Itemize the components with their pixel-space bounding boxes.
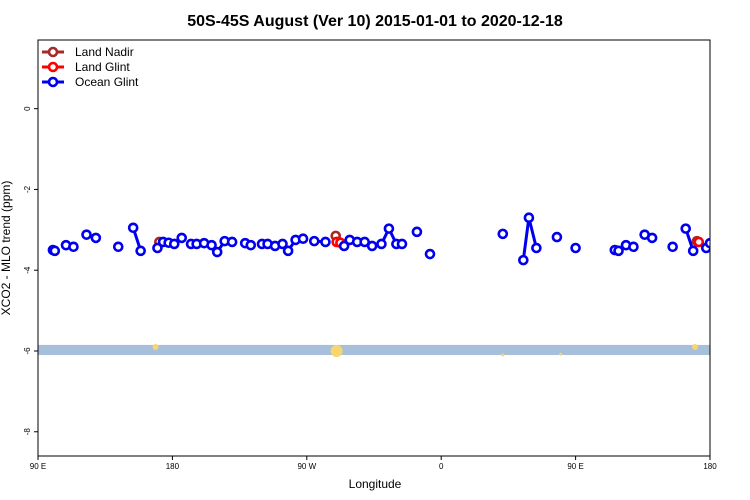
band-marker-1 (330, 344, 343, 357)
data-point-2-9-1 (320, 236, 331, 248)
band-marker-3 (501, 353, 505, 357)
data-point-2-12-0 (424, 248, 436, 260)
data-point-2-1-1 (68, 241, 79, 253)
data-point-2-10-4 (366, 240, 378, 252)
legend-swatch-marker (47, 46, 59, 58)
data-point-2-14-0 (518, 254, 529, 266)
x-tick-label-3: 0 (439, 462, 444, 471)
data-point-2-14-2 (531, 242, 542, 254)
data-point-2-22-1 (704, 237, 710, 249)
band-marker-4 (692, 343, 699, 350)
data-point-2-13-0 (497, 228, 509, 240)
x-tick-label-4: 90 E (567, 462, 583, 471)
data-point-2-6-3 (206, 239, 217, 251)
data-point-2-19-1 (646, 232, 658, 244)
data-point-2-22-3 (723, 235, 731, 243)
band-layer (38, 343, 710, 357)
x-axis: 90 E 180 90 W 0 90 E 180 (30, 456, 717, 471)
data-point-2-2-0 (81, 229, 92, 240)
legend-item-land-nadir: Land Nadir (42, 45, 134, 59)
data-point-2-0-1 (49, 245, 61, 257)
series-land-glint (331, 236, 705, 249)
data-point-2-10-8 (396, 238, 408, 250)
legend-swatch-marker (47, 61, 59, 73)
series-ocean-glint (47, 212, 731, 266)
legend-label: Land Nadir (75, 45, 134, 59)
data-point-2-7-1 (245, 239, 257, 251)
data-point-2-5-3 (168, 238, 180, 250)
data-point-2-9-0 (308, 235, 320, 247)
band-marker-0 (152, 343, 159, 350)
data-point-2-5-4 (176, 232, 188, 244)
x-tick-label-5: 180 (703, 462, 717, 471)
y-tick-label-4: -8 (23, 428, 32, 436)
data-point-2-21-1 (687, 245, 699, 257)
series-land-nadir (154, 230, 703, 248)
band-marker-2 (559, 352, 563, 356)
series-layer (47, 212, 731, 266)
data-point-1-1-0 (693, 236, 705, 248)
data-point-2-17-1 (613, 245, 624, 257)
data-point-2-20-0 (667, 241, 678, 253)
data-point-2-8-4 (282, 245, 294, 257)
x-axis-label: Longitude (349, 477, 402, 491)
y-tick-label-2: -4 (23, 266, 32, 274)
plot-frame (37, 39, 711, 457)
legend-swatch-marker (47, 76, 59, 88)
legend-item-ocean-glint: Ocean Glint (42, 75, 139, 89)
x-tick-label-1: 180 (166, 462, 180, 471)
data-point-2-15-0 (551, 231, 563, 243)
data-point-2-6-4 (211, 246, 223, 258)
series-line-2-14 (521, 217, 538, 261)
legend-label: Land Glint (75, 60, 130, 74)
data-point-2-22-2 (713, 240, 721, 248)
data-point-2-14-1 (523, 212, 535, 224)
data-point-2-8-3 (277, 238, 288, 250)
y-axis: 0 -2 -4 -6 -8 (23, 106, 38, 435)
data-point-2-10-5 (376, 238, 387, 250)
data-point-2-4-1 (135, 245, 146, 257)
data-point-2-18-1 (628, 241, 639, 253)
data-point-2-21-0 (680, 223, 692, 234)
y-tick-label-3: -6 (23, 347, 32, 355)
chart-title: 50S-45S August (Ver 10) 2015-01-01 to 20… (187, 13, 563, 30)
data-point-2-11-0 (411, 226, 423, 238)
data-point-2-10-6 (383, 223, 395, 234)
data-point-2-5-0 (152, 242, 163, 254)
x-tick-label-2: 90 W (297, 462, 316, 471)
y-axis-label: XCO2 - MLO trend (ppm) (0, 181, 13, 316)
data-point-2-6-6 (226, 236, 238, 248)
data-band (38, 344, 710, 356)
data-point-2-2-1 (90, 232, 102, 244)
data-point-2-10-0 (338, 240, 350, 252)
legend-label: Ocean Glint (75, 75, 139, 89)
data-point-2-4-0 (127, 222, 139, 234)
y-tick-label-1: -2 (23, 185, 32, 193)
legend-item-land-glint: Land Glint (42, 60, 130, 74)
y-tick-label-0: 0 (23, 106, 32, 111)
data-point-2-3-0 (112, 241, 124, 253)
data-point-2-10-3 (359, 236, 370, 248)
x-tick-label-0: 90 E (30, 462, 46, 471)
data-point-2-8-6 (297, 233, 309, 245)
data-point-2-16-0 (570, 242, 581, 254)
